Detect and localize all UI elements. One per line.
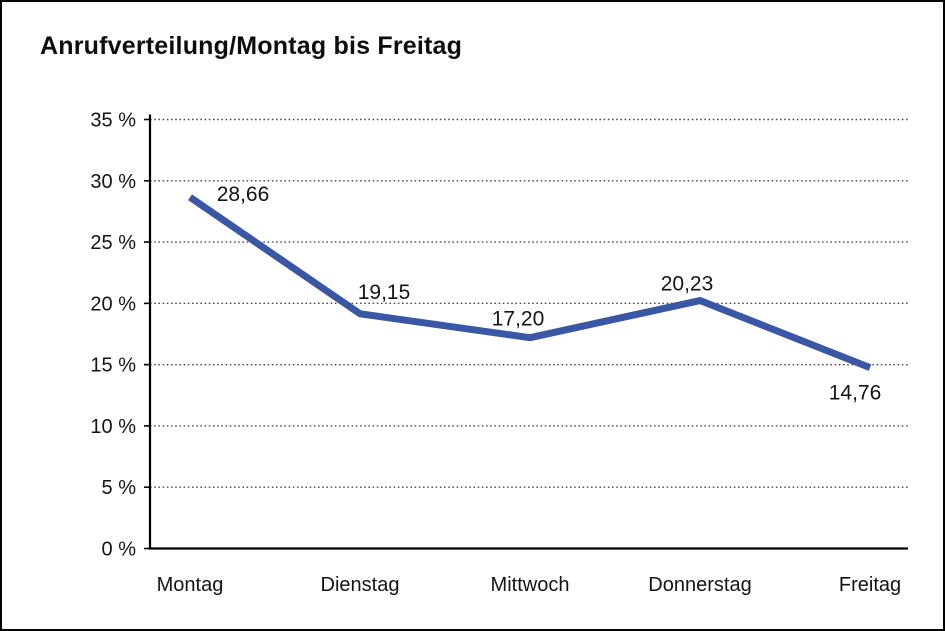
x-axis-category-label: Dienstag <box>321 574 400 596</box>
y-axis-tick-label: 10 % <box>90 416 136 438</box>
data-point-label: 20,23 <box>661 273 714 296</box>
chart-title: Anrufverteilung/Montag bis Freitag <box>40 32 463 60</box>
x-axis-category-label: Freitag <box>839 574 901 596</box>
data-point-label: 14,76 <box>829 382 882 405</box>
y-axis-tick-label: 0 % <box>102 539 137 561</box>
y-axis-tick-label: 20 % <box>90 293 136 315</box>
data-line <box>188 194 872 371</box>
x-axis-category-label: Montag <box>157 574 224 596</box>
y-axis-tick-label: 15 % <box>90 355 136 377</box>
y-axis-tick-label: 30 % <box>90 171 136 193</box>
y-axis-tick-label: 35 % <box>90 110 136 132</box>
data-point-label: 28,66 <box>217 183 270 206</box>
y-axis-tick-label: 25 % <box>90 232 136 254</box>
x-axis-category-label: Donnerstag <box>648 574 751 596</box>
x-axis-category-label: Mittwoch <box>491 574 570 596</box>
y-axis-tick-label: 5 % <box>102 477 137 499</box>
data-point-label: 17,20 <box>492 308 545 331</box>
data-point-label: 19,15 <box>358 281 411 304</box>
